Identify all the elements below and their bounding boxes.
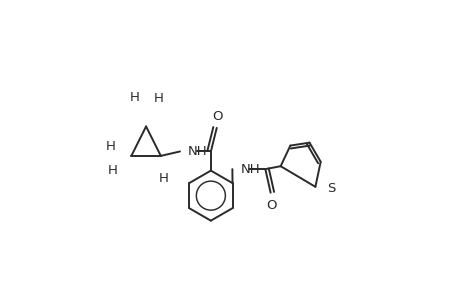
Text: NH: NH [240, 163, 259, 176]
Text: H: H [107, 164, 117, 176]
Text: NH: NH [188, 145, 207, 158]
Text: H: H [153, 92, 163, 105]
Text: H: H [105, 140, 115, 153]
Text: O: O [212, 110, 223, 123]
Text: O: O [266, 199, 276, 212]
Text: S: S [326, 182, 335, 195]
Text: H: H [158, 172, 168, 185]
Text: H: H [129, 92, 139, 104]
